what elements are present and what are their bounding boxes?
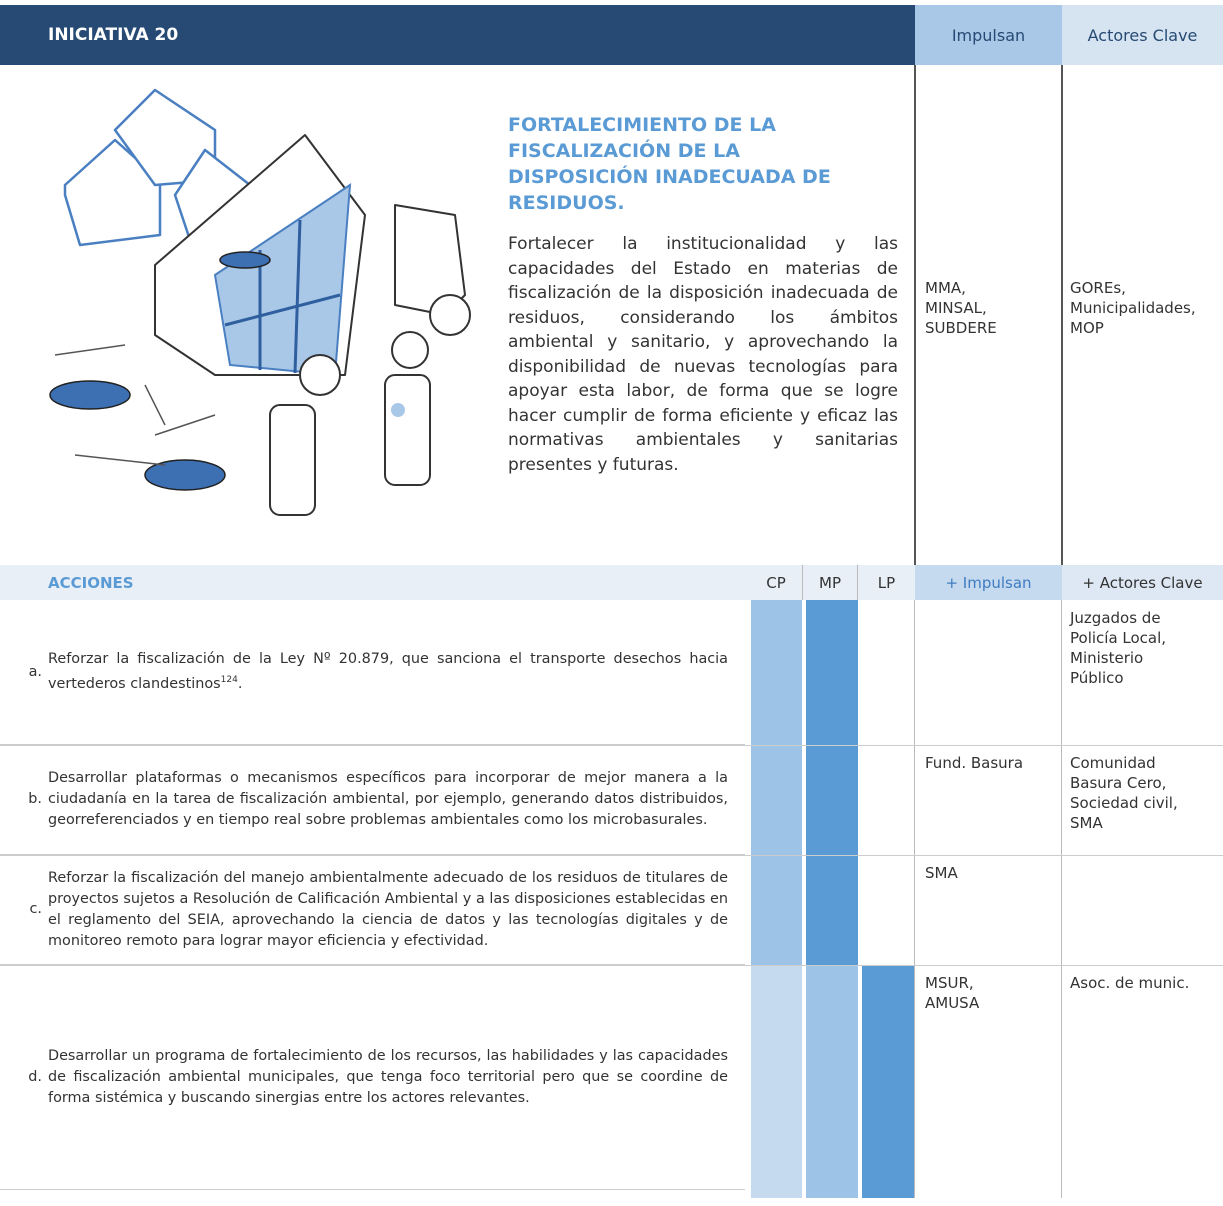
action-text: Reforzar la fiscalización de la Ley Nº 2… <box>48 649 728 695</box>
divider <box>1061 600 1062 1198</box>
action-text-body: Reforzar la fiscalización de la Ley Nº 2… <box>48 651 728 692</box>
list-item: AMUSA <box>925 994 980 1012</box>
header-impulsan: Impulsan <box>915 5 1062 65</box>
title-line: FISCALIZACIÓN DE LA <box>508 140 740 162</box>
action-letter: a. <box>28 663 42 680</box>
action-text-end: . <box>237 675 243 692</box>
action-text-body: Desarrollar plataformas o mecanismos esp… <box>48 770 728 828</box>
illustration <box>49 88 471 516</box>
action-actores: Juzgados de Policía Local, Ministerio Públi… <box>1070 608 1166 688</box>
mp-header: MP <box>802 565 858 600</box>
list-item: Sociedad civil, <box>1070 794 1178 812</box>
action-text-body: Reforzar la fiscalización del manejo amb… <box>48 869 728 949</box>
list-item: SMA <box>925 864 958 882</box>
actions-actores-header: + Actores Clave <box>1062 565 1223 600</box>
list-item: MINSAL, <box>925 299 987 317</box>
divider <box>914 600 915 1198</box>
action-actores: Comunidad Basura Cero, Sociedad civil, SMA <box>1070 753 1178 833</box>
lp-header: LP <box>858 565 915 600</box>
title-line: RESIDUOS. <box>508 192 625 214</box>
row-separator <box>0 965 1223 966</box>
initiative-actores: GOREs, Municipalidades, MOP <box>1070 278 1196 338</box>
action-letter: d. <box>28 1068 42 1085</box>
initiative-description: Fortalecer la institucionalidad y las ca… <box>508 234 898 475</box>
list-item: Comunidad <box>1070 754 1156 772</box>
header-bar: INICIATIVA 20 <box>0 5 915 65</box>
row-separator <box>0 855 1223 856</box>
list-item: MSUR, <box>925 974 974 992</box>
action-letter: b. <box>28 791 42 807</box>
list-item: MOP <box>1070 319 1104 337</box>
action-row: b. Desarrollar plataformas o mecanismos e… <box>0 745 745 855</box>
actions-title: ACCIONES <box>0 565 750 600</box>
initiative-impulsan: MMA, MINSAL, SUBDERE <box>925 278 997 338</box>
list-item: Ministerio <box>1070 649 1144 667</box>
actions-title-text: ACCIONES <box>48 573 134 592</box>
action-row: a. Reforzar la fiscalización de la Ley Nº… <box>0 600 745 745</box>
list-item: Fund. Basura <box>925 754 1024 772</box>
mp-bar <box>806 965 858 1198</box>
list-item: MMA, <box>925 279 966 297</box>
action-row: c. Reforzar la fiscalización del manejo a… <box>0 855 745 965</box>
action-impulsan: SMA <box>925 863 958 883</box>
title-line: DISPOSICIÓN INADECUADA DE <box>508 166 831 188</box>
divider <box>914 65 916 565</box>
list-item: SUBDERE <box>925 319 997 337</box>
header-actores: Actores Clave <box>1062 5 1223 65</box>
cp-header: CP <box>750 565 802 600</box>
list-item: GOREs, <box>1070 279 1126 297</box>
action-text-body: Desarrollar un programa de fortalecimien… <box>48 1047 728 1106</box>
row-separator <box>0 745 1223 746</box>
action-text: Desarrollar un programa de fortalecimien… <box>48 1046 728 1109</box>
action-row: d. Desarrollar un programa de fortalecimi… <box>0 965 745 1190</box>
cp-bar <box>751 965 802 1198</box>
initiative-title: FORTALECIMIENTO DE LA FISCALIZACIÓN DE LA… <box>508 112 908 216</box>
list-item: Basura Cero, <box>1070 774 1167 792</box>
list-item: Asoc. de munic. <box>1070 974 1190 992</box>
action-impulsan: MSUR, AMUSA <box>925 973 979 1013</box>
action-text: Reforzar la fiscalización del manejo amb… <box>48 868 728 952</box>
list-item: Policía Local, <box>1070 629 1167 647</box>
action-impulsan: Fund. Basura <box>925 753 1023 773</box>
header-title: INICIATIVA 20 <box>48 25 179 45</box>
title-line: FORTALECIMIENTO DE LA <box>508 114 776 136</box>
list-item: Municipalidades, <box>1070 299 1196 317</box>
action-letter: c. <box>29 901 43 917</box>
action-text: Desarrollar plataformas o mecanismos esp… <box>48 768 728 831</box>
action-actores: Asoc. de munic. <box>1070 973 1189 993</box>
divider <box>1061 65 1063 565</box>
list-item: SMA <box>1070 814 1103 832</box>
lp-bar <box>862 965 914 1198</box>
list-item: Público <box>1070 669 1124 687</box>
footnote: 124 <box>220 675 238 686</box>
list-item: Juzgados de <box>1070 609 1161 627</box>
actions-impulsan-header: + Impulsan <box>915 565 1062 600</box>
